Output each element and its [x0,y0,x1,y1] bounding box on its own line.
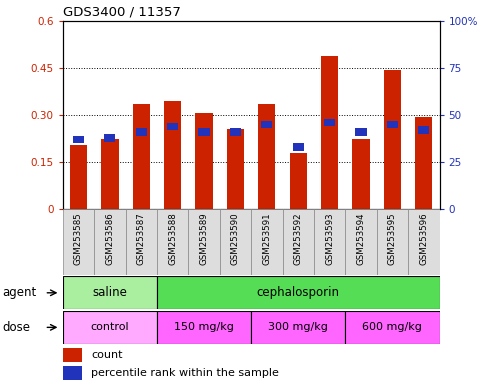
Text: 150 mg/kg: 150 mg/kg [174,322,234,333]
Bar [283,209,314,275]
Text: dose: dose [2,321,30,334]
Bar [408,209,440,275]
Text: GSM253591: GSM253591 [262,213,271,265]
Text: saline: saline [92,286,128,299]
Bar [258,104,275,209]
Text: GSM253594: GSM253594 [356,213,366,265]
Bar [353,139,369,209]
Bar [104,134,115,142]
Text: GSM253585: GSM253585 [74,213,83,265]
Bar [157,311,251,344]
Bar [384,70,401,209]
Bar [415,117,432,209]
Bar [136,128,147,136]
Bar [188,209,220,275]
Bar [261,121,272,128]
Bar [227,129,244,209]
Bar [251,209,283,275]
Bar [293,144,304,151]
Bar [355,128,367,136]
Text: GSM253589: GSM253589 [199,213,209,265]
Bar [63,276,157,309]
Bar [345,311,440,344]
Bar [164,101,181,209]
Text: GSM253588: GSM253588 [168,213,177,265]
Bar [70,145,87,209]
Text: percentile rank within the sample: percentile rank within the sample [91,368,279,378]
Bar [196,113,213,209]
Text: GSM253590: GSM253590 [231,213,240,265]
Text: 600 mg/kg: 600 mg/kg [363,322,422,333]
Bar [220,209,251,275]
Bar [314,209,345,275]
Text: GSM253595: GSM253595 [388,213,397,265]
Bar [157,209,188,275]
Bar [418,126,429,134]
Bar [290,153,307,209]
Bar [157,276,440,309]
Text: cephalosporin: cephalosporin [257,286,340,299]
Bar [251,311,345,344]
Bar [126,209,157,275]
Bar [101,139,118,209]
Bar [377,209,408,275]
Text: agent: agent [2,286,37,299]
Bar [321,56,338,209]
Text: 300 mg/kg: 300 mg/kg [269,322,328,333]
Bar [345,209,377,275]
Text: GSM253596: GSM253596 [419,213,428,265]
Bar [230,128,241,136]
Bar [167,123,178,130]
Text: control: control [91,322,129,333]
Bar [63,209,94,275]
Text: GSM253593: GSM253593 [325,213,334,265]
Bar [63,366,82,380]
Text: GSM253586: GSM253586 [105,213,114,265]
Bar [199,128,210,136]
Bar [63,311,157,344]
Bar [324,119,335,126]
Bar [73,136,84,144]
Text: GSM253592: GSM253592 [294,213,303,265]
Text: count: count [91,350,123,360]
Bar [94,209,126,275]
Text: GSM253587: GSM253587 [137,213,146,265]
Bar [387,121,398,128]
Bar [133,104,150,209]
Text: GDS3400 / 11357: GDS3400 / 11357 [63,5,181,18]
Bar [63,348,82,362]
